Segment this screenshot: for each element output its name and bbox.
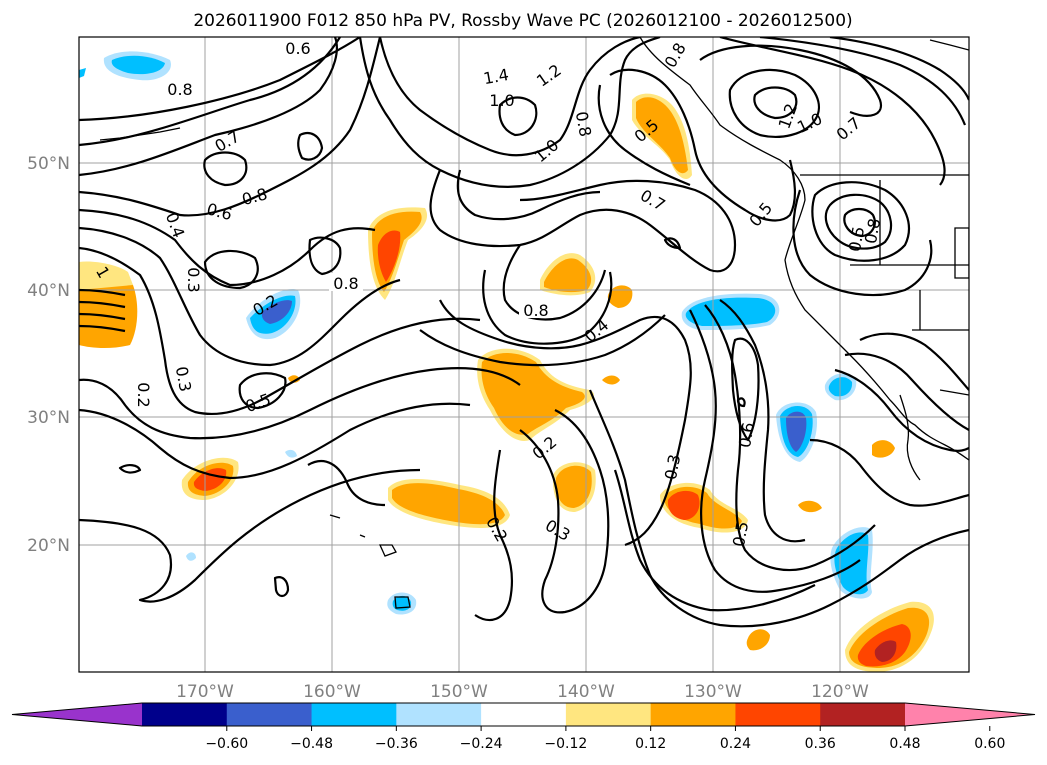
lon-label-140w: 140°W xyxy=(557,682,615,702)
colorbar-tick-label: 0.48 xyxy=(889,736,920,752)
contour-label: 1.0 xyxy=(489,91,514,110)
colorbar: −0.60 −0.48 −0.36 −0.24 −0.12 0.12 0.24 0.36 0.4… xyxy=(11,702,1036,752)
longitude-labels: 170°W 160°W 150°W 140°W 130°W 120°W xyxy=(176,682,869,702)
graticule xyxy=(79,37,969,672)
colorbar-tick-label: 0.12 xyxy=(635,736,666,752)
contour-label: 0.8 xyxy=(861,217,884,245)
colorbar-segment xyxy=(820,703,906,726)
contour-label: 0.6 xyxy=(735,421,758,449)
contour-label: 0.2 xyxy=(134,382,153,407)
contour-label: 0.3 xyxy=(661,453,684,481)
colorbar-segment xyxy=(311,703,397,726)
colorbar-segment xyxy=(650,703,736,726)
colorbar-tick-label: 0.36 xyxy=(805,736,836,752)
colorbar-extend-low xyxy=(12,703,142,726)
colorbar-tick-label: −0.36 xyxy=(375,736,418,752)
contour-label: 0.6 xyxy=(285,39,310,58)
colorbar-segment xyxy=(396,703,482,726)
contour-label: 0.8 xyxy=(572,110,595,138)
lat-label-30n: 30°N xyxy=(27,408,70,428)
contour-label: 1.4 xyxy=(482,65,510,88)
map-frame xyxy=(78,36,970,673)
colorbar-segment xyxy=(735,703,821,726)
lon-label-150w: 150°W xyxy=(430,682,488,702)
colorbar-segment xyxy=(226,703,313,726)
contour-label: 0.3 xyxy=(172,365,195,393)
lat-label-40n: 40°N xyxy=(27,281,70,301)
pv-contours xyxy=(79,37,969,628)
contour-label: 0.8 xyxy=(523,301,548,320)
colorbar-segment xyxy=(481,703,567,726)
colorbar-tick-label: −0.12 xyxy=(544,736,587,752)
contour-label: 0.8 xyxy=(167,80,192,99)
contour-label: 0.5 xyxy=(845,225,868,253)
colorbar-tick-label: −0.24 xyxy=(460,736,503,752)
lon-label-120w: 120°W xyxy=(811,682,869,702)
contour-label: 0.8 xyxy=(333,274,358,293)
colorbar-extend-high xyxy=(905,703,1035,726)
lon-label-160w: 160°W xyxy=(303,682,361,702)
colorbar-segment xyxy=(565,703,652,726)
colorbar-tick-label: 0.24 xyxy=(720,736,751,752)
lat-label-50n: 50°N xyxy=(27,154,70,174)
lon-label-130w: 130°W xyxy=(684,682,742,702)
lon-label-170w: 170°W xyxy=(176,682,234,702)
coastlines xyxy=(99,37,969,609)
contour-label: 0.3 xyxy=(184,267,203,292)
map-title: 2026011900 F012 850 hPa PV, Rossby Wave … xyxy=(193,11,852,31)
lat-label-20n: 20°N xyxy=(27,536,70,556)
colorbar-outline xyxy=(11,702,1036,727)
colorbar-tick-label: −0.60 xyxy=(205,736,248,752)
colorbar-tick-label: −0.48 xyxy=(290,736,333,752)
contour-label: 0.5 xyxy=(729,520,752,548)
map-panel: 0.6 0.8 0.7 0.8 0.6 0.4 0.3 0.2 0.3 0.5 … xyxy=(79,37,969,672)
latitude-labels: 50°N 40°N 30°N 20°N xyxy=(27,154,70,556)
colorbar-segment xyxy=(142,703,228,726)
colorbar-tick-label: 0.60 xyxy=(974,736,1005,752)
